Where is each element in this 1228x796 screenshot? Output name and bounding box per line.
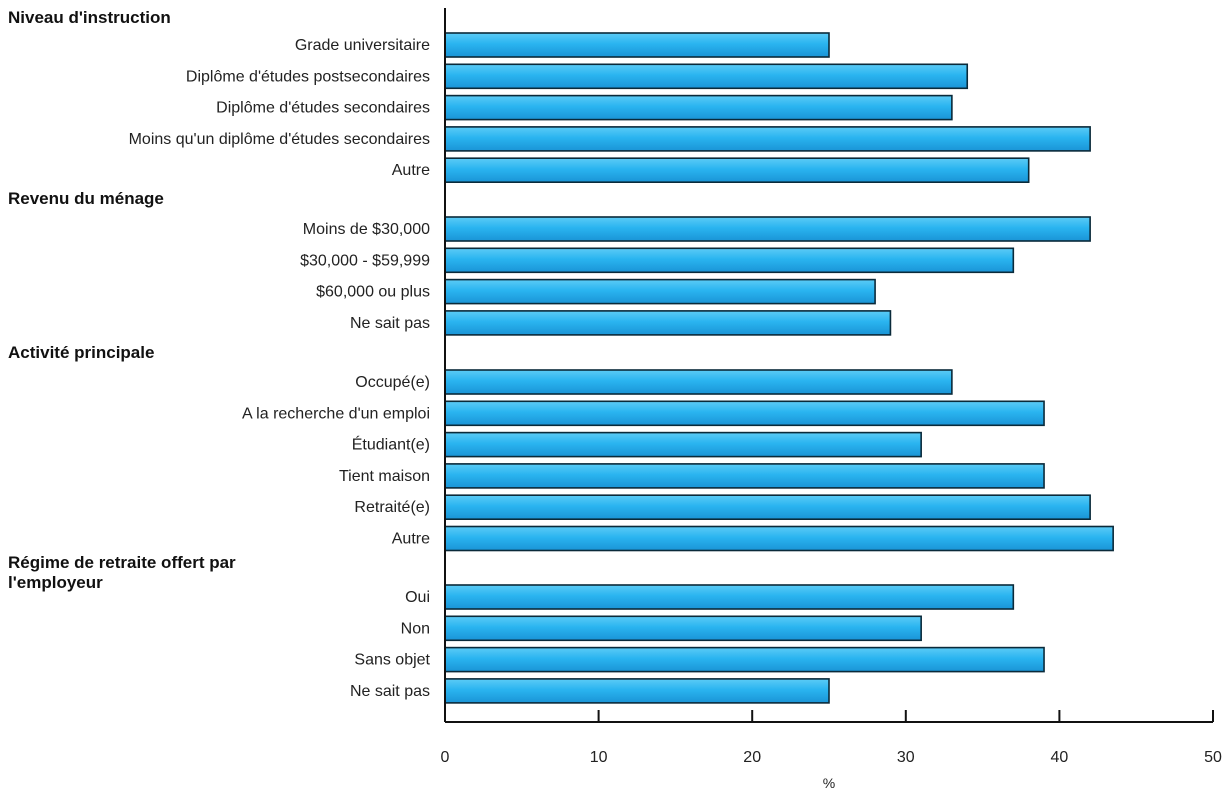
bar <box>445 401 1044 425</box>
category-label: Non <box>401 620 430 637</box>
bar <box>445 648 1044 672</box>
category-label: Tient maison <box>339 468 430 485</box>
category-label: Ne sait pas <box>350 315 430 332</box>
bar <box>445 311 890 335</box>
category-label: Autre <box>392 162 430 179</box>
bar <box>445 495 1090 519</box>
group-title: Niveau d'instruction <box>8 8 171 27</box>
category-label: Diplôme d'études postsecondaires <box>186 68 430 85</box>
bar <box>445 433 921 457</box>
category-label: Grade universitaire <box>295 37 430 54</box>
category-label: Sans objet <box>354 652 430 669</box>
group-title: Revenu du ménage <box>8 189 164 208</box>
category-label: Autre <box>392 531 430 548</box>
bar <box>445 280 875 304</box>
bar <box>445 217 1090 241</box>
x-tick-label: 50 <box>1204 749 1222 766</box>
bar <box>445 64 967 88</box>
category-label: Moins qu'un diplôme d'études secondaires <box>129 131 430 148</box>
group-title: Activité principale <box>8 343 154 362</box>
category-label: $60,000 ou plus <box>316 284 430 301</box>
bar <box>445 158 1029 182</box>
category-label: Oui <box>405 589 430 606</box>
category-label: Étudiant(e) <box>352 435 430 454</box>
group-title: Régime de retraite offert par l'employeur <box>8 553 236 592</box>
bar <box>445 370 952 394</box>
category-label: Diplôme d'études secondaires <box>216 100 430 117</box>
bar <box>445 679 829 703</box>
bars <box>445 33 1113 703</box>
bar <box>445 527 1113 551</box>
category-label: Retraité(e) <box>354 499 430 516</box>
category-label: Occupé(e) <box>355 374 430 391</box>
x-axis-title: % <box>823 775 835 791</box>
x-tick-label: 0 <box>441 749 450 766</box>
category-label: $30,000 - $59,999 <box>300 252 430 269</box>
bar <box>445 127 1090 151</box>
group-titles: Niveau d'instruction Revenu du ménage Acti… <box>8 8 236 592</box>
bar <box>445 616 921 640</box>
x-tick-label: 20 <box>743 749 761 766</box>
x-tick-label: 40 <box>1051 749 1069 766</box>
category-label: Ne sait pas <box>350 683 430 700</box>
axes: 0 10 20 30 40 50% <box>441 8 1222 791</box>
bar <box>445 585 1013 609</box>
category-label: A la recherche d'un emploi <box>242 405 430 422</box>
bar <box>445 96 952 120</box>
category-label: Moins de $30,000 <box>303 221 430 238</box>
x-tick-label: 30 <box>897 749 915 766</box>
x-tick-label: 10 <box>590 749 608 766</box>
bar <box>445 248 1013 272</box>
category-labels: Grade universitaire Diplôme d'études post… <box>129 37 431 700</box>
bar <box>445 464 1044 488</box>
bar <box>445 33 829 57</box>
